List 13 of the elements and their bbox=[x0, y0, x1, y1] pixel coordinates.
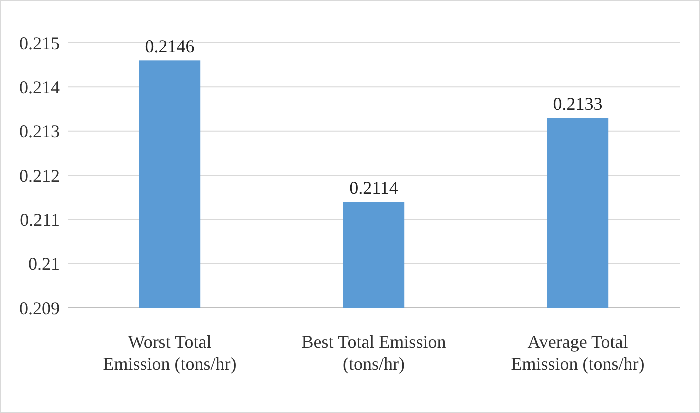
y-tick-label: 0.214 bbox=[20, 77, 60, 98]
y-tick-label: 0.21 bbox=[28, 254, 60, 274]
y-tick-label: 0.209 bbox=[20, 298, 60, 318]
y-tick-label: 0.211 bbox=[20, 210, 60, 230]
y-tick-label: 0.215 bbox=[20, 33, 60, 54]
x-tick-label: Worst Total Emission (tons/hr) bbox=[103, 332, 237, 374]
data-label: 0.2114 bbox=[350, 178, 398, 198]
data-label: 0.2133 bbox=[553, 94, 603, 114]
x-tick-label: Best Total Emission (tons/hr) bbox=[302, 332, 446, 374]
y-tick-label: 0.212 bbox=[20, 166, 60, 186]
y-tick-label: 0.213 bbox=[20, 122, 60, 142]
data-label: 0.2146 bbox=[145, 36, 195, 57]
x-tick-label: Average Total Emission (tons/hr) bbox=[511, 332, 645, 374]
